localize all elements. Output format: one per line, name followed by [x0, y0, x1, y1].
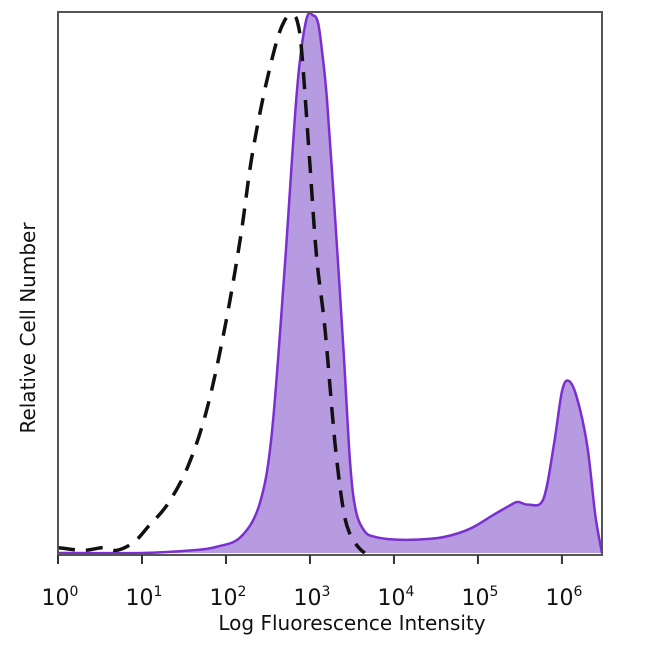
- series-layer: [57, 11, 604, 555]
- x-tick-label: 104: [377, 584, 414, 611]
- x-tick-label: 101: [126, 584, 163, 611]
- plot-frame: [57, 11, 603, 556]
- x-tick-label: 106: [545, 584, 582, 611]
- x-tick-label: 103: [294, 584, 331, 611]
- x-tick-label: 100: [42, 584, 79, 611]
- control-dashed-line: [57, 13, 366, 555]
- x-axis-ticks: 100 101 102 103 104 105 106: [42, 555, 582, 611]
- y-axis-title: Relative Cell Number: [16, 222, 40, 434]
- x-axis-title: Log Fluorescence Intensity: [218, 611, 485, 635]
- stained-sample-area: [58, 13, 602, 554]
- x-tick-label: 102: [210, 584, 247, 611]
- x-tick-label: 105: [461, 584, 498, 611]
- stained-sample-outline: [57, 11, 604, 555]
